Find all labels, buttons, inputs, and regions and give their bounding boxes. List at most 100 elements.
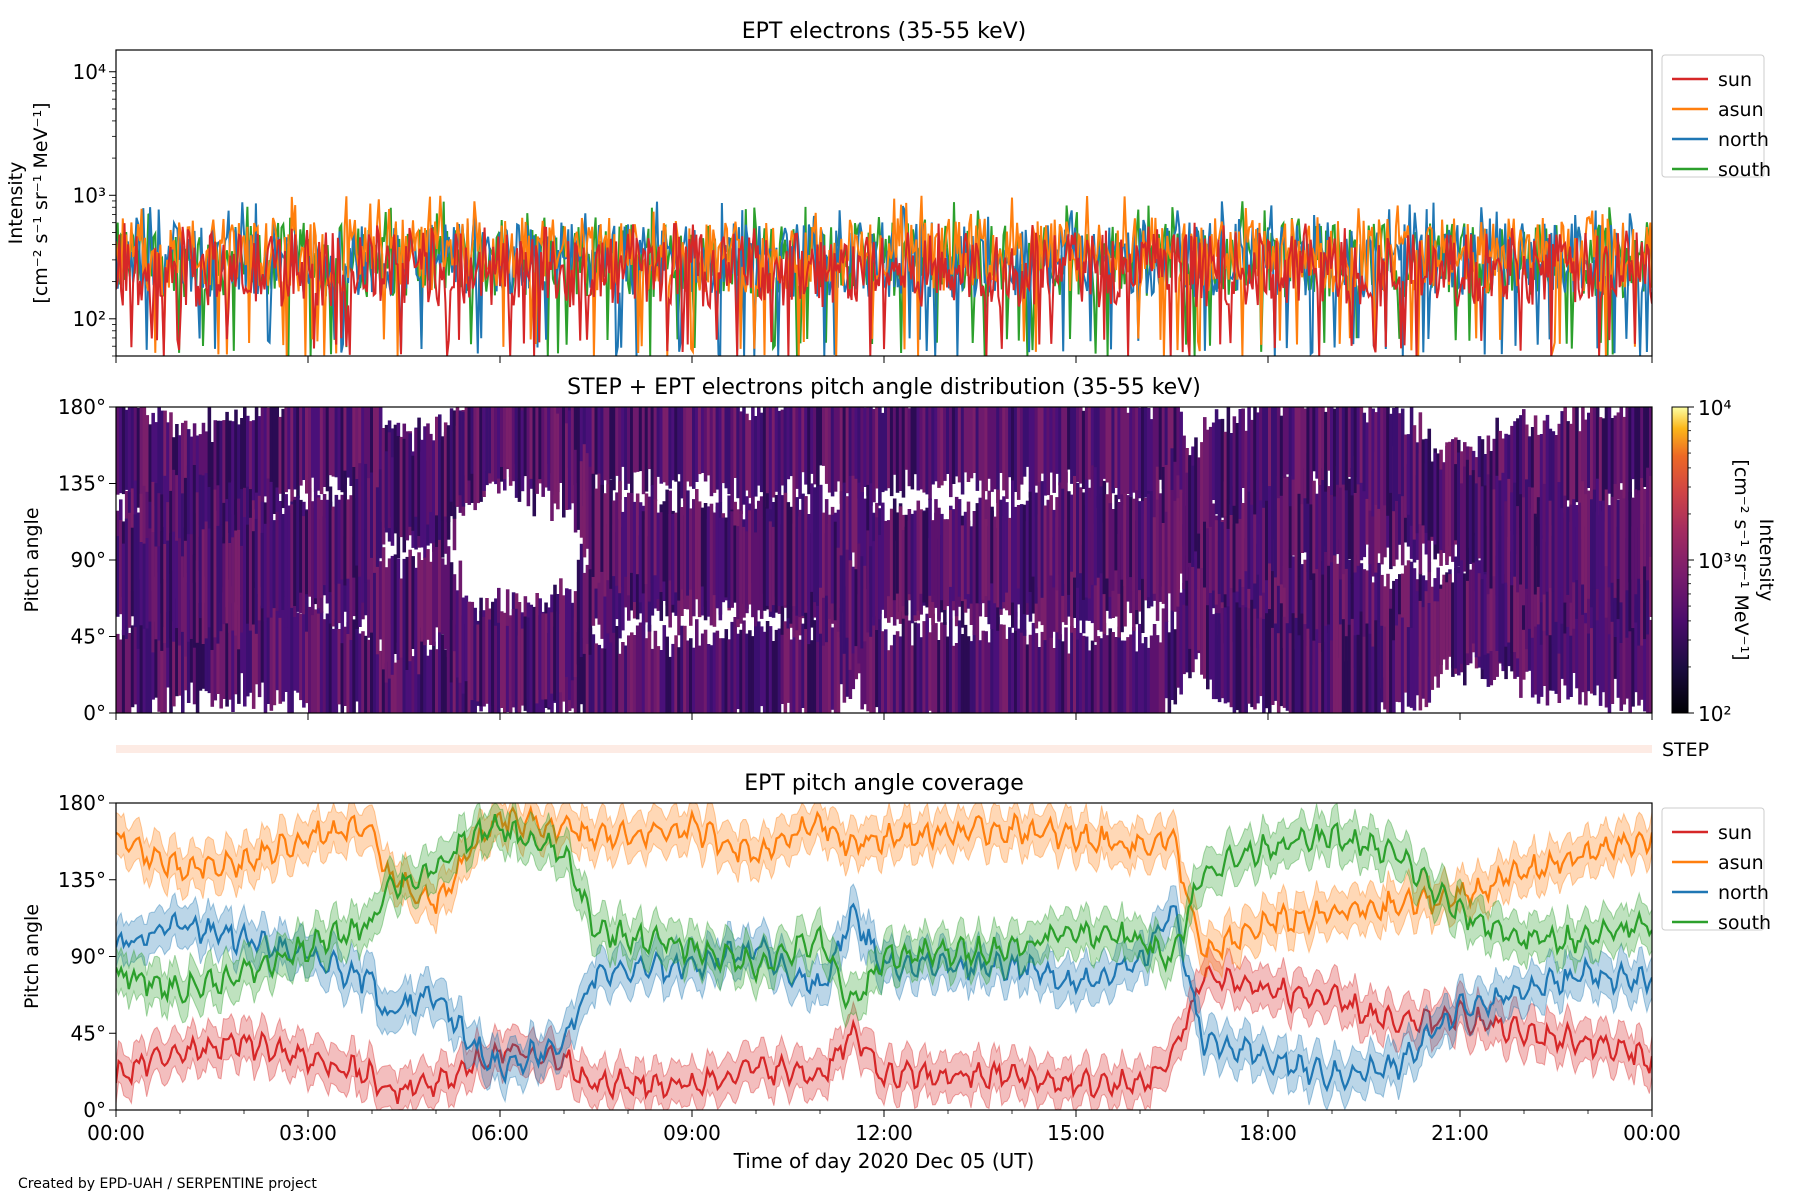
pad-cell [969, 407, 974, 479]
pad-cell [438, 414, 442, 535]
pad-cell [169, 611, 173, 713]
pad-cell [1031, 622, 1036, 713]
pad-cell [1480, 549, 1485, 670]
panel1-title: EPT electrons (35-55 keV) [742, 19, 1027, 44]
pad-cell [116, 536, 120, 617]
pad-cell [949, 510, 953, 587]
y-tick-label: 180° [58, 791, 106, 815]
pad-cell [119, 407, 123, 494]
pad-cell [1111, 407, 1115, 494]
pad-cell [1297, 635, 1302, 713]
pad-cell [762, 517, 767, 611]
pad-cell [1578, 502, 1582, 596]
pad-cell [635, 407, 640, 472]
pad-cell [169, 412, 173, 508]
pad-cell [630, 493, 634, 573]
pad-cell [913, 407, 918, 475]
pad-cell [1312, 480, 1316, 574]
pad-cell [978, 497, 983, 604]
pad-cell [1498, 544, 1502, 662]
pad-cell [777, 628, 782, 713]
pad-cell [1079, 487, 1083, 574]
pad-cell [919, 407, 923, 490]
pad-cell [257, 416, 262, 520]
pad-cell [1389, 461, 1393, 570]
pad-cell [748, 510, 752, 605]
pad-cell [1392, 640, 1396, 713]
pad-cell [1365, 623, 1370, 713]
pad-cell [824, 619, 829, 713]
pad-cell [644, 493, 649, 585]
pad-cell [136, 630, 141, 713]
pad-cell [940, 622, 944, 713]
pad-cell [1037, 647, 1042, 713]
pad-cell [1114, 407, 1118, 488]
pad-cell [195, 560, 200, 643]
pad-cell [573, 407, 578, 486]
pad-cell [789, 407, 794, 477]
pad-cell [1424, 591, 1429, 708]
pad-cell [1294, 617, 1299, 713]
pad-cell [1377, 407, 1381, 509]
pad-cell [305, 510, 309, 595]
pad-cell [721, 517, 726, 603]
pad-cell [689, 508, 693, 590]
pad-cell [1288, 633, 1293, 713]
pad-cell [1341, 619, 1346, 713]
pad-cell [1005, 638, 1009, 713]
pad-cell [813, 620, 817, 713]
pad-cell [644, 407, 649, 492]
pad-cell [183, 420, 188, 528]
pad-cell [349, 495, 353, 575]
pad-cell [1604, 489, 1609, 567]
pad-cell [1158, 407, 1163, 480]
pad-cell [624, 645, 628, 713]
pad-cell [1350, 468, 1355, 584]
pad-cell [863, 407, 867, 487]
pad-cell [1539, 434, 1544, 524]
pad-cell [1454, 556, 1458, 669]
pad-cell [1516, 506, 1520, 593]
pad-cell [1028, 634, 1033, 713]
pad-cell [1037, 482, 1042, 588]
pad-cell [1114, 637, 1118, 713]
pad-cell [1625, 496, 1629, 591]
pad-cell [361, 631, 365, 713]
pad-cell [151, 615, 155, 700]
pad-cell [1282, 565, 1287, 648]
pad-cell [1146, 407, 1151, 499]
pad-cell [845, 549, 850, 638]
pad-cell [1347, 478, 1352, 560]
legend-label-sun: sun [1718, 69, 1752, 91]
pad-cell [884, 520, 888, 619]
pad-cell [133, 407, 138, 503]
pad-cell [1554, 598, 1559, 694]
pad-cell [503, 407, 507, 480]
pad-cell [700, 407, 705, 473]
pad-cell [810, 483, 814, 592]
pad-cell [1031, 498, 1036, 577]
pad-cell [1504, 530, 1508, 647]
pad-cell [919, 637, 923, 713]
pad-cell [1327, 407, 1331, 471]
pad-cell [993, 407, 997, 490]
pad-cell [284, 407, 288, 493]
pad-cell [878, 407, 882, 506]
pad-cell [1380, 625, 1384, 703]
pad-cell [1271, 537, 1275, 629]
pad-cell [848, 560, 853, 670]
pad-cell [1530, 487, 1535, 599]
pad-cell [1200, 568, 1204, 675]
pad-cell [1138, 501, 1142, 591]
pad-cell [1601, 500, 1606, 578]
pad-cell [417, 636, 421, 713]
pad-cell [851, 407, 856, 495]
pad-cell [892, 498, 897, 601]
pad-cell [198, 474, 203, 571]
pad-cell [157, 493, 161, 573]
pad-cell [1309, 625, 1313, 713]
pad-cell [1179, 411, 1183, 521]
pad-cell [1551, 431, 1556, 526]
pad-cell [1143, 497, 1148, 580]
pad-cell [328, 407, 333, 476]
